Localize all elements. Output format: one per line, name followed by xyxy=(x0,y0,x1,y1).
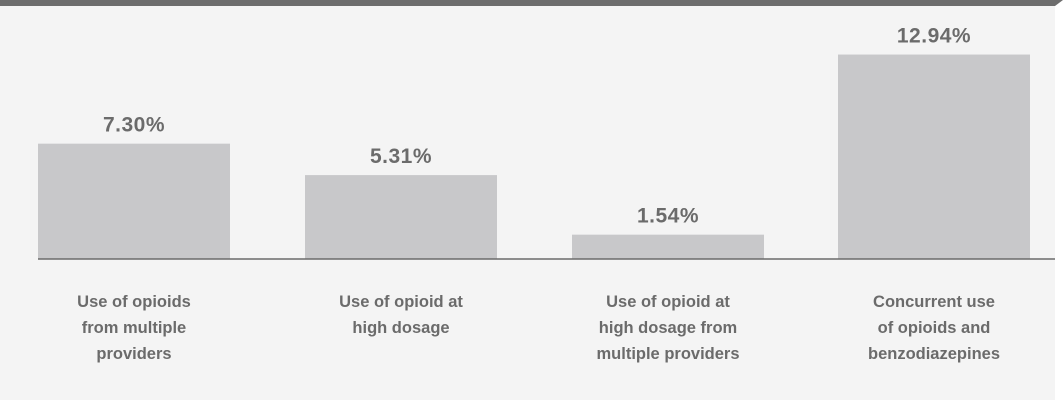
category-label-line: Use of opioid at xyxy=(339,293,463,311)
category-label-line: providers xyxy=(96,345,171,363)
value-label-1: 7.30% xyxy=(103,114,165,137)
category-labels-group: Use of opioids from multiple providersUse … xyxy=(77,293,1000,363)
category-label-line: of opioids and xyxy=(878,319,991,337)
value-label-3: 1.54% xyxy=(637,205,699,228)
bar-4 xyxy=(838,54,1030,259)
value-label-2: 5.31% xyxy=(370,145,432,168)
category-label-2: Use of opioid at high dosage xyxy=(339,293,463,337)
bar-1 xyxy=(38,143,230,259)
category-label-1: Use of opioids from multiple providers xyxy=(77,293,191,363)
category-label-line: Use of opioids xyxy=(77,293,191,311)
value-labels-group: 7.30% 5.31% 1.54% 12.94% xyxy=(103,25,971,228)
category-label-line: Use of opioid at xyxy=(606,293,730,311)
category-label-line: high dosage from xyxy=(599,319,737,337)
bars-group xyxy=(38,54,1030,259)
category-label-line: Concurrent use xyxy=(873,293,995,311)
bar-2 xyxy=(305,175,497,259)
bar-chart: 7.30% 5.31% 1.54% 12.94% Use of opioids from… xyxy=(38,25,1055,363)
category-label-line: benzodiazepines xyxy=(868,345,1000,363)
category-label-3: Use of opioid at high dosage from multiple… xyxy=(596,293,739,363)
category-label-line: high dosage xyxy=(352,319,449,337)
bar-3 xyxy=(572,234,764,259)
category-label-line: multiple providers xyxy=(596,345,739,363)
value-label-4: 12.94% xyxy=(897,25,971,48)
category-label-line: from multiple xyxy=(82,319,187,337)
category-label-4: Concurrent use of opioids and benzodiazepi… xyxy=(868,293,1000,363)
